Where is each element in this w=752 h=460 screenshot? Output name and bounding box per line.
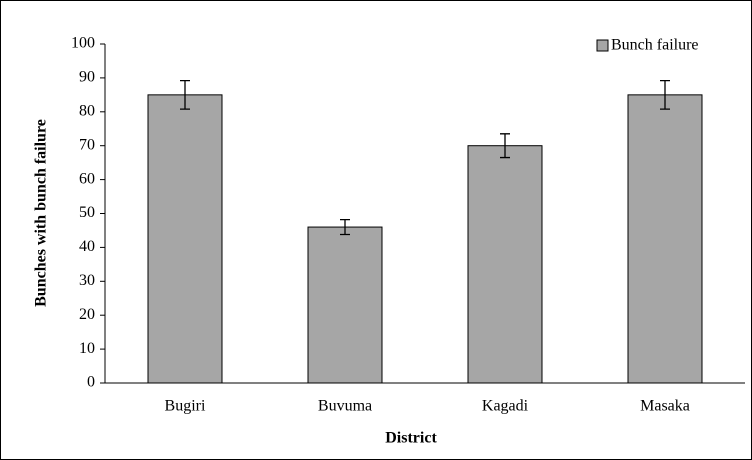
bar: [147, 94, 223, 384]
error-bar: [180, 79, 190, 110]
y-tick-label: 0: [87, 374, 95, 391]
x-tick-label: Masaka: [640, 398, 690, 415]
bar: [307, 226, 383, 384]
y-tick-label: 30: [79, 272, 95, 289]
error-bar: [660, 79, 670, 110]
x-tick-label: Buvuma: [318, 398, 372, 415]
y-tick-label: 100: [71, 35, 95, 52]
y-tick-label: 60: [79, 170, 95, 187]
y-tick-label: 90: [79, 69, 95, 86]
bar: [467, 145, 543, 384]
y-axis-label: Bunches with bunch failure: [33, 119, 50, 307]
error-bar: [500, 133, 510, 159]
legend-label: Bunch failure: [611, 37, 699, 54]
y-tick-label: 50: [79, 204, 95, 221]
y-tick-label: 40: [79, 238, 95, 255]
x-axis-label: District: [385, 430, 437, 447]
y-tick-label: 20: [79, 306, 95, 323]
y-tick-label: 10: [79, 340, 95, 357]
bar: [627, 94, 703, 384]
x-tick-label: Kagadi: [482, 398, 529, 415]
y-tick-label: 80: [79, 102, 95, 119]
legend-swatch: [596, 39, 609, 52]
x-tick-label: Bugiri: [165, 398, 206, 415]
error-bar: [340, 218, 350, 236]
y-tick-label: 70: [79, 136, 95, 153]
